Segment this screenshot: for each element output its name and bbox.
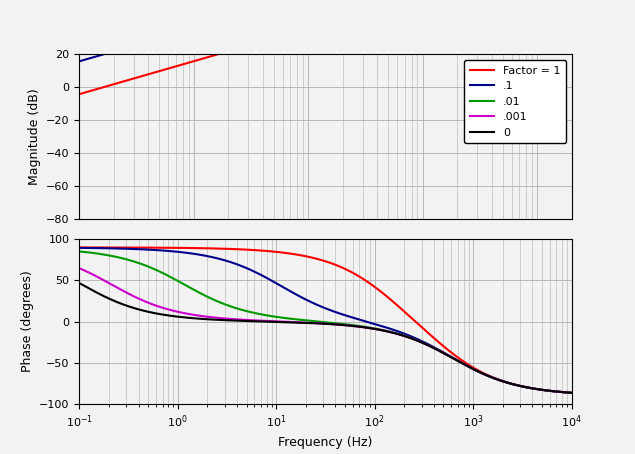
Factor = 1 xyxy=(264,37,272,43)
Line: 0: 0 xyxy=(79,0,572,11)
0 xyxy=(76,0,83,2)
.01 xyxy=(131,11,139,16)
.1 xyxy=(131,42,139,48)
Y-axis label: Phase (degrees): Phase (degrees) xyxy=(21,271,34,372)
.001 xyxy=(558,6,566,12)
.001 xyxy=(76,4,83,9)
.001 xyxy=(568,9,575,14)
.01 xyxy=(505,0,513,1)
.1 xyxy=(161,34,168,39)
.1 xyxy=(505,0,513,1)
.1 xyxy=(286,0,293,6)
Factor = 1 xyxy=(568,9,575,14)
Legend: Factor = 1, .1, .01, .001, 0: Factor = 1, .1, .01, .001, 0 xyxy=(464,60,566,143)
.1 xyxy=(76,59,83,64)
0 xyxy=(568,9,575,14)
.1 xyxy=(568,9,575,14)
.01 xyxy=(161,4,168,9)
.1 xyxy=(264,5,272,11)
.1 xyxy=(558,6,566,12)
Factor = 1 xyxy=(76,91,83,97)
.01 xyxy=(568,9,575,14)
.01 xyxy=(76,27,83,32)
Line: Factor = 1: Factor = 1 xyxy=(79,0,572,94)
Factor = 1 xyxy=(131,75,139,81)
Line: .1: .1 xyxy=(79,0,572,61)
Factor = 1 xyxy=(286,31,293,36)
Line: .001: .001 xyxy=(79,0,572,11)
Factor = 1 xyxy=(161,67,168,72)
.001 xyxy=(505,0,513,1)
0 xyxy=(558,6,566,12)
X-axis label: Frequency (Hz): Frequency (Hz) xyxy=(278,436,373,449)
Y-axis label: Magnitude (dB): Magnitude (dB) xyxy=(27,89,41,185)
.01 xyxy=(558,6,566,12)
0 xyxy=(505,0,513,1)
Line: .01: .01 xyxy=(79,0,572,30)
Factor = 1 xyxy=(558,6,566,11)
